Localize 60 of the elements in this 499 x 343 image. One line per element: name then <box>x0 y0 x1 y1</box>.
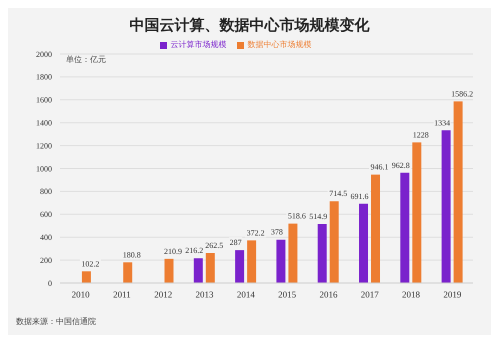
bar <box>164 258 174 283</box>
bar <box>371 174 380 283</box>
data-label: 216.2 <box>185 246 204 256</box>
y-tick-label: 1800 <box>36 72 52 82</box>
legend-label: 数据中心市场规模 <box>248 40 312 49</box>
y-tick-label: 1000 <box>36 164 52 174</box>
data-label: 372.2 <box>246 228 265 238</box>
bar <box>194 258 203 283</box>
y-tick-label: 1200 <box>36 141 52 150</box>
data-label: 714.5 <box>329 189 348 198</box>
x-tick-label: 2011 <box>113 289 131 300</box>
data-label: 180.8 <box>122 250 141 260</box>
chart-title: 中国云计算、数据中心市场规模变化 <box>128 16 370 35</box>
y-tick-label: 2000 <box>36 50 52 59</box>
data-label: 210.9 <box>164 246 182 256</box>
x-tick-label: 2013 <box>196 289 214 300</box>
bar <box>442 130 451 283</box>
bar <box>235 250 244 283</box>
legend-label: 云计算市场规模 <box>170 40 226 49</box>
y-tick-label: 1600 <box>36 96 52 105</box>
x-tick-label: 2010 <box>72 289 90 300</box>
bar <box>288 224 298 283</box>
bar <box>206 252 215 283</box>
data-label: 378 <box>270 228 283 237</box>
data-label: 262.5 <box>205 240 224 250</box>
bar <box>123 262 132 283</box>
x-tick-label: 2014 <box>236 289 256 300</box>
y-axis-title: 单位：亿元 <box>66 54 106 65</box>
data-label: 1228 <box>412 130 429 140</box>
y-tick-label: 1400 <box>36 118 52 128</box>
bar <box>400 172 410 283</box>
bar <box>276 240 286 283</box>
bar <box>247 240 256 283</box>
x-tick-label: 2015 <box>278 289 297 300</box>
bar <box>412 142 422 283</box>
x-tick-label: 2016 <box>319 289 338 300</box>
data-label: 518.6 <box>288 212 306 221</box>
source-note: 数据来源：中国信通院 <box>16 316 96 327</box>
data-label: 691.6 <box>350 192 369 201</box>
data-label: 102.2 <box>81 259 100 268</box>
y-tick-label: 400 <box>40 233 52 242</box>
x-tick-label: 2018 <box>402 289 421 300</box>
bar <box>318 224 327 283</box>
data-label: 1586.2 <box>451 89 474 98</box>
data-label: 514.9 <box>309 212 328 222</box>
data-label: 1334 <box>434 118 450 128</box>
bar <box>359 204 368 283</box>
x-tick-label: 2012 <box>154 289 172 300</box>
bar <box>454 101 463 283</box>
bar <box>330 201 339 283</box>
y-tick-label: 800 <box>40 187 52 196</box>
x-tick-label: 2017 <box>360 289 380 300</box>
x-tick-label: 2019 <box>443 289 462 300</box>
data-label: 287 <box>230 238 242 248</box>
data-label: 962.8 <box>392 160 410 170</box>
y-tick-label: 600 <box>40 210 52 220</box>
y-tick-label: 200 <box>40 256 52 265</box>
data-label: 946.1 <box>370 162 389 172</box>
bar <box>82 271 91 283</box>
y-tick-label: 0 <box>48 278 52 288</box>
